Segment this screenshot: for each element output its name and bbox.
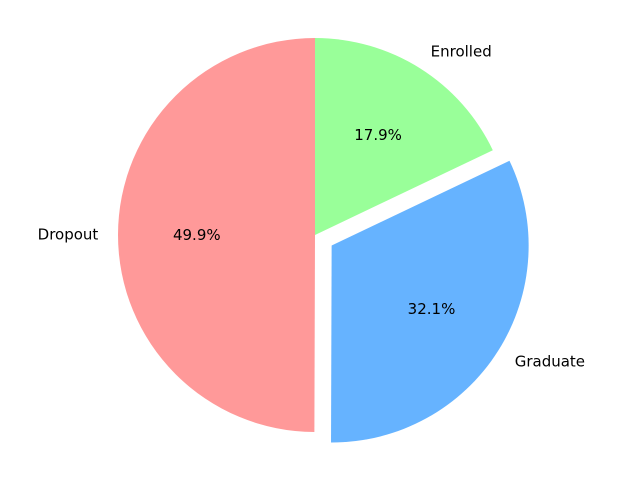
pie-slice-dropout (118, 38, 315, 432)
slice-percent-enrolled: 17.9% (354, 126, 402, 144)
labels-layer: Enrolled 17.9% Graduate 32.1% Dropout 49.9% (38, 43, 585, 371)
slice-label-dropout: Dropout (38, 226, 99, 244)
slices-layer (118, 38, 529, 443)
slice-percent-graduate: 32.1% (408, 300, 456, 318)
slice-label-enrolled: Enrolled (431, 43, 492, 61)
slice-percent-dropout: 49.9% (173, 226, 221, 244)
slice-label-graduate: Graduate (515, 352, 585, 370)
pie-slice-graduate (331, 160, 529, 443)
pie-slice-enrolled (315, 38, 493, 235)
